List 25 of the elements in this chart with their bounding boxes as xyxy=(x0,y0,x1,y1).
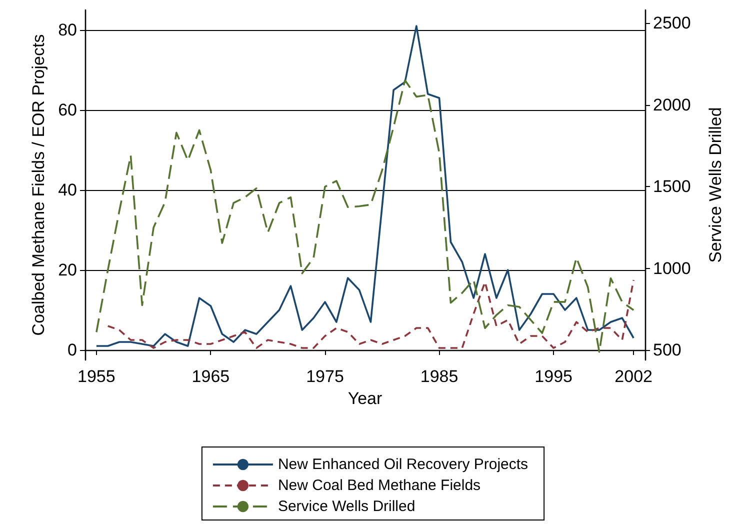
x-tick-label: 1955 xyxy=(78,367,116,386)
y-tick-label: 20 xyxy=(58,260,77,280)
x-tick-label: 1985 xyxy=(420,367,458,386)
x-tick-label: 2002 xyxy=(614,367,652,386)
legend-label: New Coal Bed Methane Fields xyxy=(278,477,481,494)
x-axis-title: Year xyxy=(348,389,383,408)
y2-tick-label: 1000 xyxy=(653,258,691,278)
y2-axis-title: Service Wells Drilled xyxy=(706,107,725,263)
y-tick-label: 40 xyxy=(58,180,77,200)
line-series xyxy=(96,79,634,353)
x-tick-label: 1995 xyxy=(534,367,572,386)
line-series xyxy=(96,25,634,347)
y-axis-title: Coalbed Methane Fields / EOR Projects xyxy=(29,34,48,336)
y-tick-label: 0 xyxy=(68,340,77,360)
y-tick-label: 60 xyxy=(58,100,77,120)
x-tick-label: 1965 xyxy=(192,367,230,386)
x-tick-label: 1975 xyxy=(306,367,344,386)
y2-tick-label: 500 xyxy=(653,340,682,360)
legend-label: New Enhanced Oil Recovery Projects xyxy=(278,456,528,473)
line-series xyxy=(106,279,634,349)
y2-tick-label: 2500 xyxy=(653,14,691,33)
y-tick-label: 80 xyxy=(58,20,77,40)
legend-label: Service Wells Drilled xyxy=(278,498,416,515)
y2-tick-label: 2000 xyxy=(653,95,691,114)
y2-tick-label: 1500 xyxy=(653,177,691,196)
